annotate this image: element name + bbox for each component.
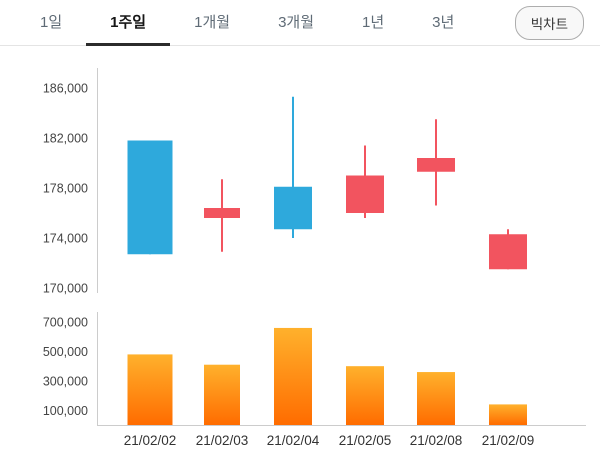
- tab-period-2[interactable]: 1개월: [170, 0, 254, 46]
- tab-period-1[interactable]: 1주일: [86, 0, 171, 46]
- price-tick-label: 174,000: [43, 232, 88, 246]
- price-tick-label: 170,000: [43, 282, 88, 296]
- volume-tick-label: 300,000: [43, 374, 88, 388]
- volume-bar: [274, 327, 312, 425]
- date-label: 21/02/02: [124, 433, 177, 448]
- date-label: 21/02/08: [410, 433, 463, 448]
- date-label: 21/02/09: [482, 433, 535, 448]
- date-label: 21/02/03: [196, 433, 249, 448]
- price-tick-label: 178,000: [43, 182, 88, 196]
- tab-period-4[interactable]: 1년: [338, 0, 408, 46]
- tab-period-5[interactable]: 3년: [408, 0, 478, 46]
- candle-body: [127, 140, 173, 255]
- date-label: 21/02/04: [267, 433, 320, 448]
- date-label: 21/02/05: [339, 433, 392, 448]
- volume-bar: [204, 364, 240, 425]
- candle-body: [274, 186, 312, 230]
- candle-body: [346, 175, 384, 213]
- volume-bar: [417, 372, 455, 425]
- period-tabbar: 1일 1주일 1개월 3개월 1년 3년 빅차트: [0, 0, 600, 46]
- volume-bar: [489, 404, 527, 425]
- candle-body: [489, 234, 527, 270]
- volume-bar: [346, 366, 384, 425]
- big-chart-button[interactable]: 빅차트: [514, 5, 584, 40]
- price-volume-chart: 186,000 182,000 178,000 174,000 170,000 700,0…: [43, 68, 586, 448]
- volume-tick-label: 500,000: [43, 345, 88, 359]
- volume-bar: [127, 354, 173, 425]
- tab-period-0[interactable]: 1일: [16, 0, 86, 46]
- volume-tick-label: 100,000: [43, 404, 88, 418]
- volume-tick-label: 700,000: [43, 316, 88, 330]
- candle-body: [204, 208, 240, 218]
- candle-body: [417, 158, 455, 172]
- tab-period-3[interactable]: 3개월: [254, 0, 338, 46]
- price-tick-label: 186,000: [43, 82, 88, 96]
- price-tick-label: 182,000: [43, 132, 88, 146]
- period-tabs: 1일 1주일 1개월 3개월 1년 3년: [0, 0, 478, 46]
